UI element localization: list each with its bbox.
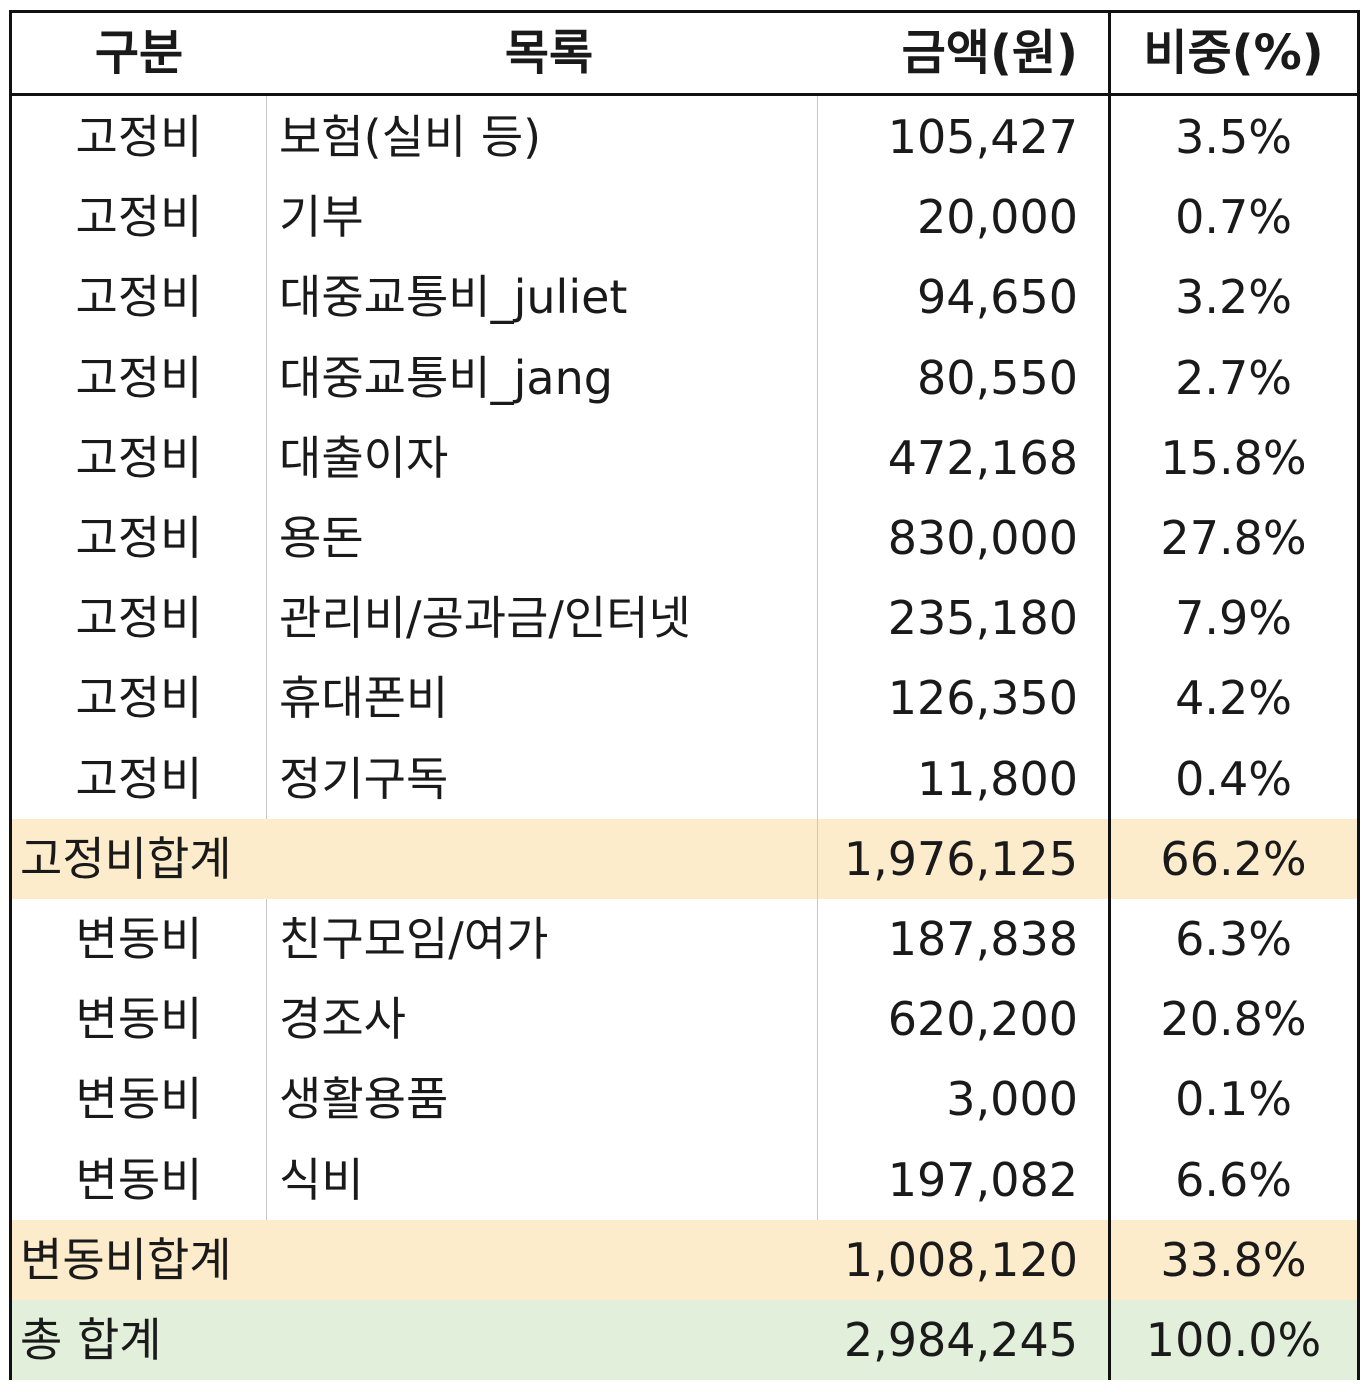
row-amount: 235,180 <box>887 591 1078 646</box>
table-row: 고정비 보험(실비 등) 105,427 3.5% <box>12 97 1357 177</box>
row-share: 0.1% <box>1175 1072 1292 1127</box>
row-item: 생활용품 <box>279 1072 449 1127</box>
gridline-col1 <box>266 96 267 819</box>
table-row: 고정비 기부 20,000 0.7% <box>12 177 1357 257</box>
row-category: 고정비 <box>75 190 203 245</box>
grand-total-share: 100.0% <box>1145 1313 1322 1367</box>
row-amount: 830,000 <box>887 511 1078 565</box>
row-category: 변동비 <box>75 992 203 1047</box>
row-share: 6.3% <box>1175 912 1292 966</box>
row-item: 경조사 <box>279 992 406 1047</box>
row-category: 고정비 <box>75 270 203 325</box>
row-share: 3.5% <box>1175 110 1292 164</box>
row-item: 정기구독 <box>279 751 449 806</box>
grand-total-row: 총 합계 2,984,245 100.0% <box>12 1300 1357 1380</box>
row-amount: 3,000 <box>946 1072 1078 1127</box>
row-share: 0.7% <box>1175 190 1292 245</box>
row-share: 0.4% <box>1175 751 1292 806</box>
row-amount: 126,350 <box>887 671 1078 726</box>
row-amount: 620,200 <box>887 992 1078 1047</box>
grand-total-label: 총 합계 <box>20 1313 162 1367</box>
table-row: 고정비 대중교통비_juliet 94,650 3.2% <box>12 257 1357 337</box>
table-row: 변동비 친구모임/여가 187,838 6.3% <box>12 899 1357 979</box>
row-item: 대중교통비_jang <box>279 350 613 405</box>
table-row: 고정비 관리비/공과금/인터넷 235,180 7.9% <box>12 578 1357 658</box>
header-share: 비중(%) <box>1143 25 1324 81</box>
row-amount: 80,550 <box>917 350 1078 405</box>
row-share: 6.6% <box>1175 1152 1292 1207</box>
variable-subtotal-share: 33.8% <box>1160 1233 1307 1287</box>
row-category: 고정비 <box>75 110 203 164</box>
table-row: 변동비 생활용품 3,000 0.1% <box>12 1059 1357 1139</box>
row-amount: 105,427 <box>887 110 1078 164</box>
row-share: 20.8% <box>1160 992 1307 1047</box>
row-item: 관리비/공과금/인터넷 <box>279 591 691 646</box>
row-item: 용돈 <box>279 511 364 565</box>
row-category: 고정비 <box>75 430 203 485</box>
row-item: 보험(실비 등) <box>279 110 542 164</box>
fixed-subtotal-share: 66.2% <box>1160 832 1307 886</box>
row-share: 2.7% <box>1175 350 1292 405</box>
row-item: 친구모임/여가 <box>279 912 549 966</box>
row-amount: 472,168 <box>887 430 1078 485</box>
row-category: 고정비 <box>75 671 203 726</box>
variable-subtotal-amount: 1,008,120 <box>843 1233 1078 1287</box>
fixed-subtotal-label: 고정비합계 <box>20 832 232 886</box>
variable-subtotal-label: 변동비합계 <box>20 1233 232 1287</box>
row-amount: 94,650 <box>917 270 1078 325</box>
row-share: 27.8% <box>1160 511 1307 565</box>
row-item: 대출이자 <box>279 430 449 485</box>
header-category: 구분 <box>94 25 184 81</box>
row-share: 3.2% <box>1175 270 1292 325</box>
row-category: 고정비 <box>75 751 203 806</box>
table-row: 변동비 식비 197,082 6.6% <box>12 1140 1357 1220</box>
row-category: 변동비 <box>75 912 203 966</box>
row-category: 고정비 <box>75 591 203 646</box>
fixed-subtotal-amount: 1,976,125 <box>843 832 1078 886</box>
table-row: 고정비 대중교통비_jang 80,550 2.7% <box>12 338 1357 418</box>
row-category: 고정비 <box>75 350 203 405</box>
gridline-col2 <box>817 96 818 1220</box>
row-category: 고정비 <box>75 511 203 565</box>
row-category: 변동비 <box>75 1072 203 1127</box>
row-item: 식비 <box>279 1152 364 1207</box>
row-share: 15.8% <box>1160 430 1307 485</box>
header-amount: 금액(원) <box>901 25 1078 81</box>
row-amount: 197,082 <box>887 1152 1078 1207</box>
fixed-subtotal-row: 고정비합계 1,976,125 66.2% <box>12 819 1357 899</box>
table-row: 고정비 휴대폰비 126,350 4.2% <box>12 658 1357 738</box>
row-share: 7.9% <box>1175 591 1292 646</box>
row-item: 대중교통비_juliet <box>279 270 628 325</box>
header-divider <box>12 93 1357 96</box>
table-row: 고정비 대출이자 472,168 15.8% <box>12 418 1357 498</box>
table-row: 고정비 용돈 830,000 27.8% <box>12 498 1357 578</box>
expense-table: 구분 목록 금액(원) 비중(%) 고정비 보험(실비 등) 105,427 3.5%… <box>9 10 1360 1380</box>
row-item: 기부 <box>279 190 364 245</box>
row-amount: 187,838 <box>887 912 1078 966</box>
share-column-divider <box>1108 13 1111 1380</box>
row-share: 4.2% <box>1175 671 1292 726</box>
header-item: 목록 <box>504 25 594 81</box>
table-row: 고정비 정기구독 11,800 0.4% <box>12 739 1357 819</box>
row-amount: 11,800 <box>917 751 1078 806</box>
header-row: 구분 목록 금액(원) 비중(%) <box>12 13 1357 93</box>
grand-total-amount: 2,984,245 <box>843 1313 1078 1367</box>
row-item: 휴대폰비 <box>279 671 449 726</box>
variable-subtotal-row: 변동비합계 1,008,120 33.8% <box>12 1220 1357 1300</box>
row-category: 변동비 <box>75 1152 203 1207</box>
gridline-col1-variable <box>266 899 267 1220</box>
row-amount: 20,000 <box>917 190 1078 245</box>
table-row: 변동비 경조사 620,200 20.8% <box>12 979 1357 1059</box>
